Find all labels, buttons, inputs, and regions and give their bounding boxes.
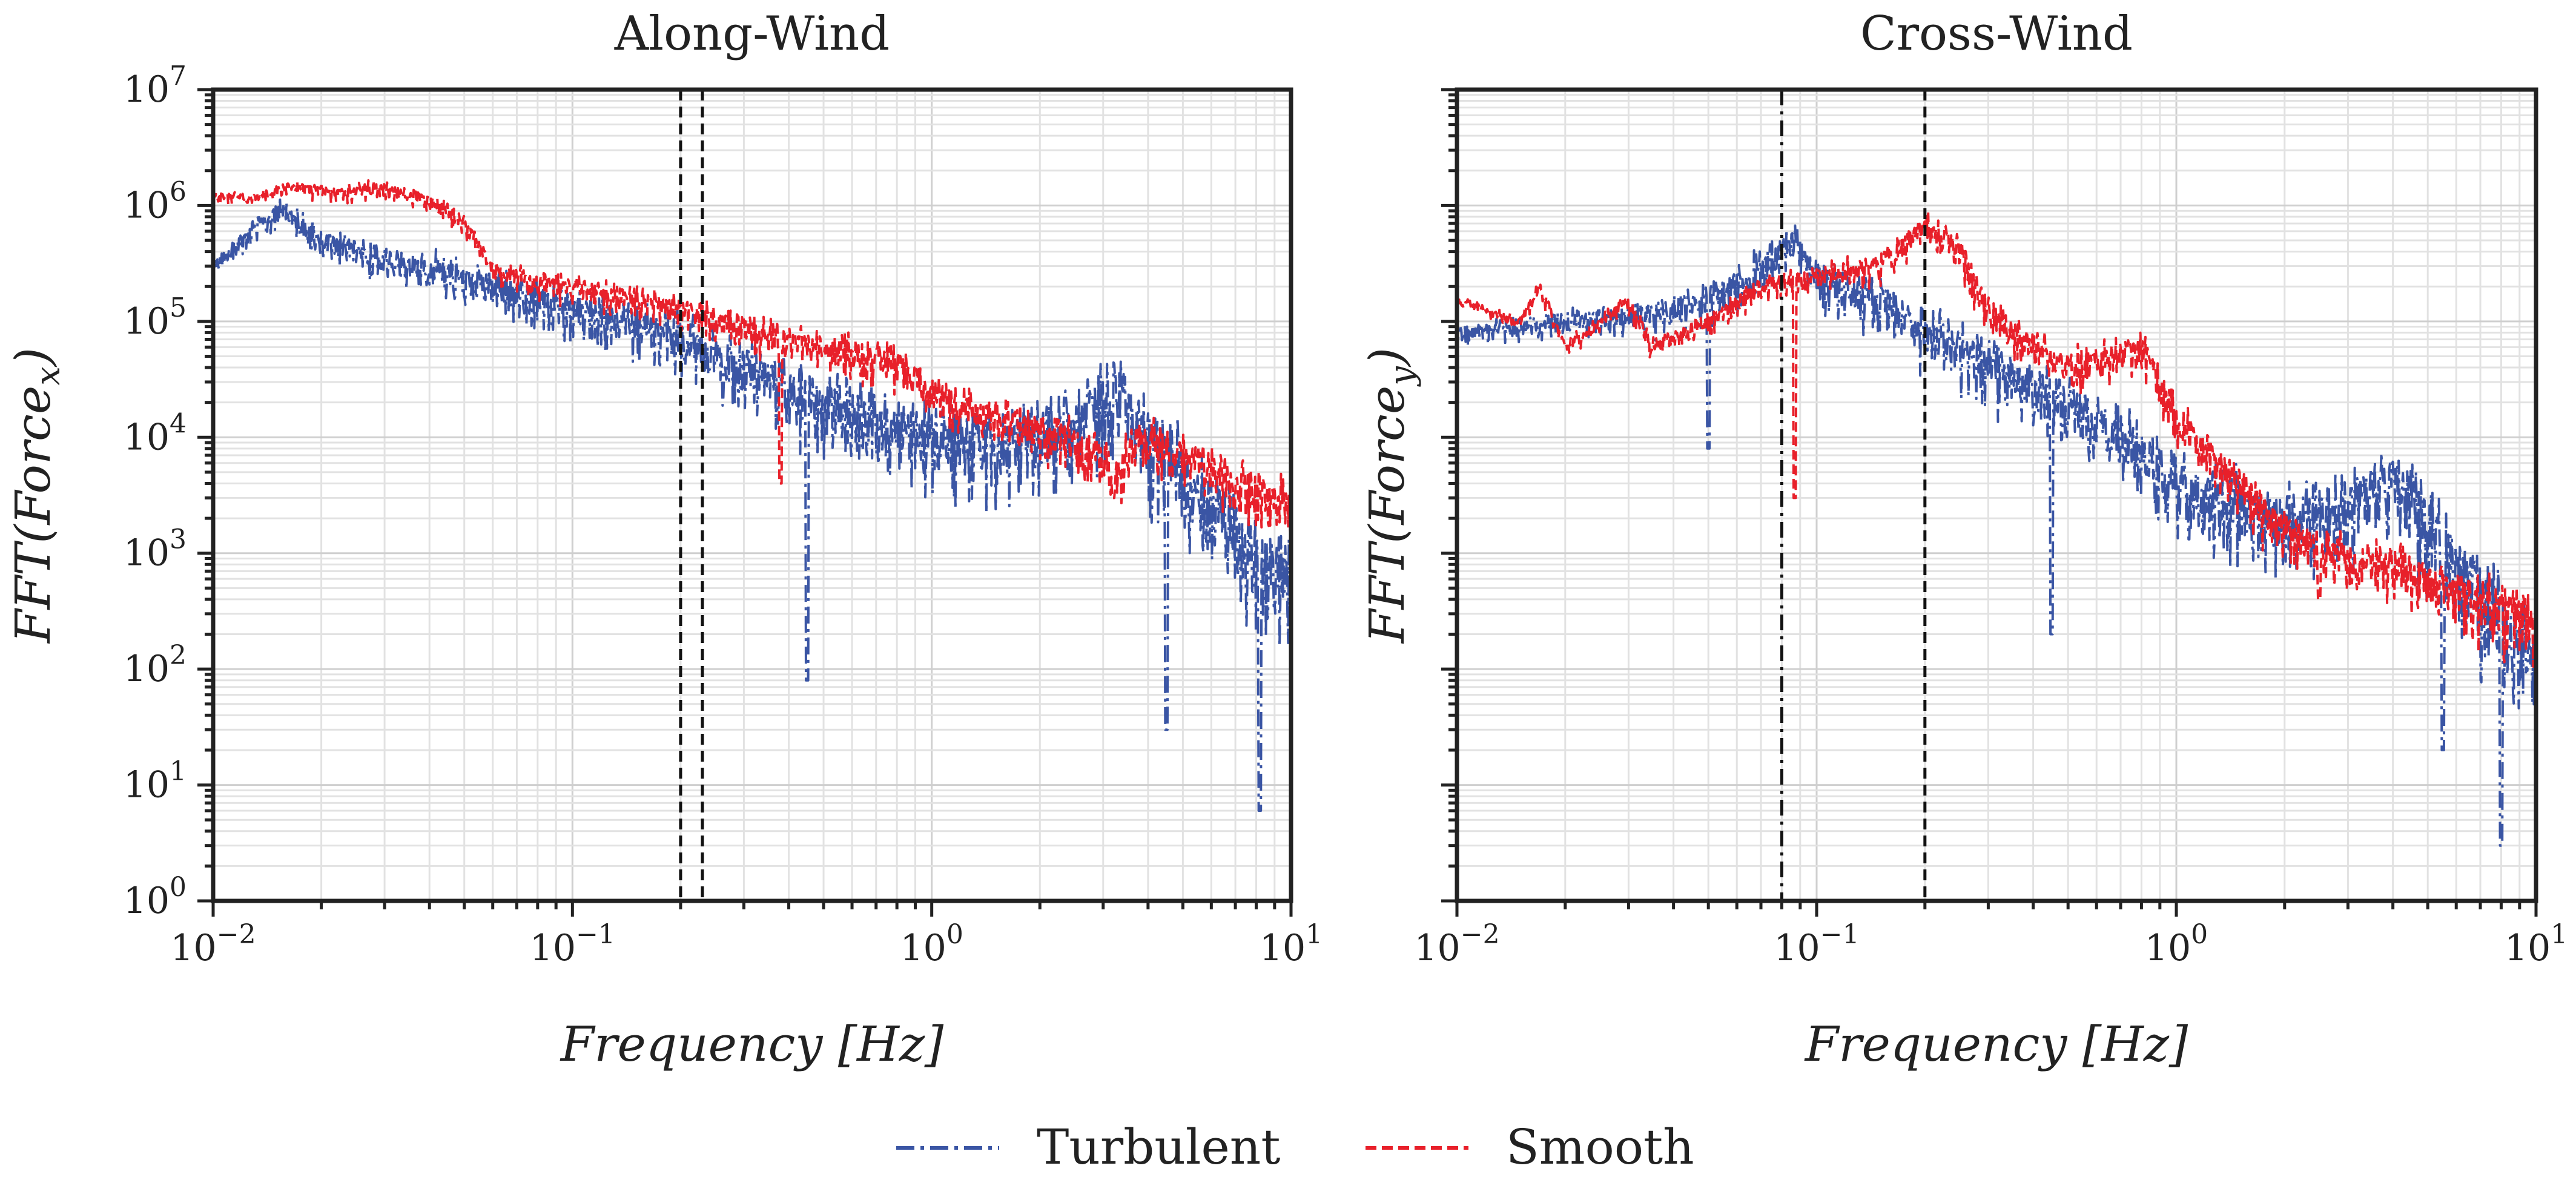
y-tick-label: 103 <box>124 524 187 575</box>
cross-wind-y-label-main: FFT(Force <box>1359 386 1415 644</box>
x-tick-label: 101 <box>2505 919 2568 969</box>
x-tick-label: 10−1 <box>1774 919 1859 969</box>
y-tick-label: 106 <box>124 176 187 226</box>
along-wind-y-axis-label: FFT(Forcex) <box>5 348 68 644</box>
cross-wind-data <box>1456 209 2537 847</box>
along-wind-axes-frame <box>211 87 1293 903</box>
along-wind-grid <box>212 90 1291 902</box>
legend: Turbulent Smooth <box>896 1119 1694 1175</box>
along-wind-title: Along-Wind <box>614 7 890 61</box>
y-tick-label: 107 <box>124 61 187 111</box>
x-tick-label: 10−2 <box>1414 919 1499 969</box>
along-wind-x-axis-label: Frequency [Hz] <box>560 1016 944 1072</box>
cross-wind-x-axis-label: Frequency [Hz] <box>1804 1016 2188 1072</box>
x-tick-label: 10−1 <box>530 919 615 969</box>
along-wind-series-turbulent <box>212 198 1292 812</box>
x-tick-label: 101 <box>1260 919 1323 969</box>
along-wind-series-smooth <box>212 179 1292 538</box>
y-tick-label: 102 <box>124 640 187 690</box>
along-wind-panel: Along-Wind 10−2 10−1 100 101 10010110210310… <box>5 7 1323 1072</box>
cross-wind-y-axis-label: FFT(Forcey) <box>1359 348 1422 644</box>
along-wind-data <box>212 179 1292 812</box>
cross-wind-ticks <box>1441 88 2538 917</box>
cross-wind-panel: Cross-Wind 10−2 10−1 100 101 Frequency [Hz]… <box>1359 7 2568 1072</box>
y-tick-label: 101 <box>124 756 187 806</box>
along-wind-y-tick-labels: 100 101 102 103 104 105 106 107 <box>124 61 187 922</box>
cross-wind-grid <box>1456 90 2536 902</box>
x-tick-label: 10−2 <box>170 919 256 969</box>
along-wind-ticks <box>197 88 1293 917</box>
y-tick-label: 105 <box>124 292 187 343</box>
cross-wind-y-label-sub: y <box>1382 366 1422 387</box>
x-tick-label: 100 <box>2145 919 2208 969</box>
cross-wind-axes-frame <box>1455 87 2538 903</box>
cross-wind-x-tick-labels: 10−2 10−1 100 101 <box>1414 919 2568 969</box>
legend-smooth-label: Smooth <box>1506 1119 1694 1175</box>
y-tick-label: 104 <box>124 408 187 458</box>
cross-wind-title: Cross-Wind <box>1860 7 2133 61</box>
cross-wind-vlines <box>1780 90 1927 901</box>
cross-wind-series-turbulent <box>1456 224 2537 847</box>
y-tick-label: 100 <box>124 872 187 922</box>
cross-wind-series-smooth <box>1456 209 2537 668</box>
along-wind-y-label-main: FFT(Force <box>5 386 61 644</box>
along-wind-x-tick-labels: 10−2 10−1 100 101 <box>170 919 1323 969</box>
x-tick-label: 100 <box>900 919 963 969</box>
along-wind-y-label-sub: x <box>28 366 68 386</box>
legend-turbulent-label: Turbulent <box>1037 1119 1280 1175</box>
